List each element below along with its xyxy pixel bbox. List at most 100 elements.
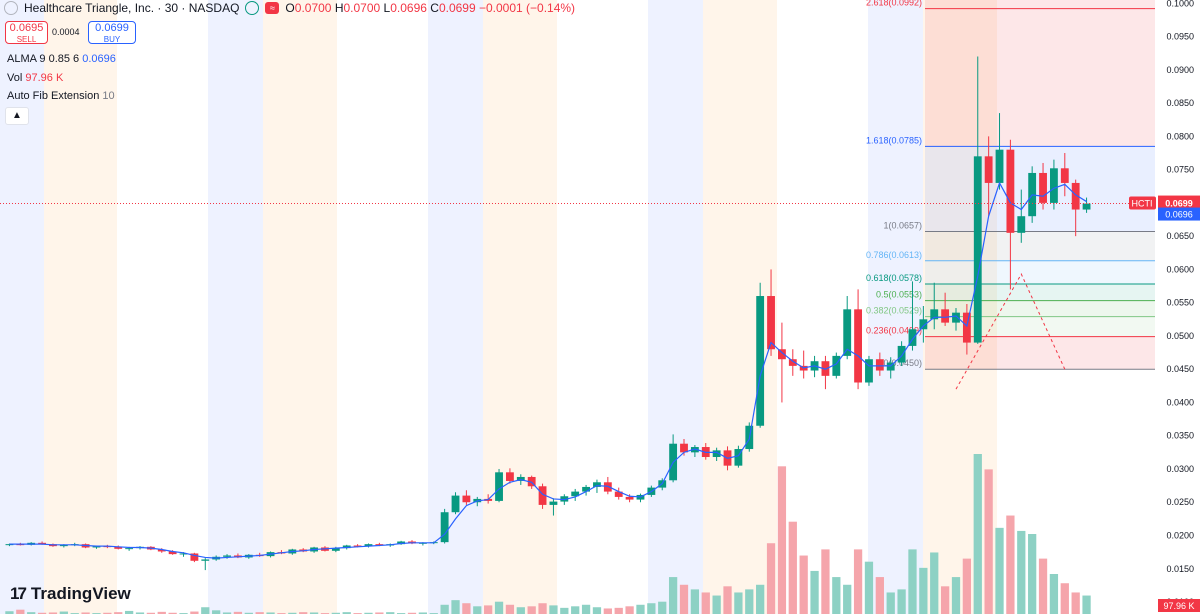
candle-body[interactable] <box>865 359 873 383</box>
candle-body[interactable] <box>125 548 134 550</box>
candle-body[interactable] <box>854 309 862 383</box>
candle-body[interactable] <box>734 449 743 466</box>
candle-body[interactable] <box>593 482 601 487</box>
candle-body[interactable] <box>778 349 786 360</box>
candle-body[interactable] <box>549 501 558 505</box>
candle-body[interactable] <box>1060 168 1069 183</box>
candle-body[interactable] <box>930 309 939 320</box>
candle-body[interactable] <box>984 156 993 183</box>
candle-body[interactable] <box>364 544 373 547</box>
candle-body[interactable] <box>571 491 580 497</box>
candle-body[interactable] <box>680 443 688 453</box>
buy-button[interactable]: 0.0699 BUY <box>88 21 136 44</box>
candle-body[interactable] <box>625 496 634 500</box>
candle-body[interactable] <box>897 345 906 363</box>
candle-body[interactable] <box>92 546 101 548</box>
candle-body[interactable] <box>886 362 895 371</box>
candle-body[interactable] <box>223 555 231 557</box>
candle-body[interactable] <box>919 319 928 330</box>
candle-body[interactable] <box>527 476 536 487</box>
candle-body[interactable] <box>179 553 188 555</box>
sell-button[interactable]: 0.0695 SELL <box>5 21 48 44</box>
candle-body[interactable] <box>690 447 699 453</box>
high-label: H <box>334 1 344 15</box>
candle-body[interactable] <box>375 544 384 546</box>
candle-body[interactable] <box>560 496 569 502</box>
volume-bar <box>603 608 612 614</box>
candle-body[interactable] <box>712 450 721 458</box>
candle-body[interactable] <box>157 549 166 552</box>
candle-body[interactable] <box>59 544 68 547</box>
candle-body[interactable] <box>941 309 950 323</box>
volume-bar <box>190 611 199 614</box>
candle-body[interactable] <box>462 495 471 503</box>
candle-body[interactable] <box>1006 149 1015 233</box>
volume-bar <box>658 601 667 614</box>
symbol-logo-icon <box>4 1 18 15</box>
volume-bar <box>984 469 993 614</box>
indicator-volume[interactable]: Vol 97.96 K <box>7 72 63 84</box>
candle-body[interactable] <box>353 545 362 547</box>
candle-body[interactable] <box>516 476 525 481</box>
candle-body[interactable] <box>538 486 547 505</box>
candle-body[interactable] <box>342 545 351 549</box>
candle-body[interactable] <box>1039 172 1047 203</box>
volume-bar <box>843 584 852 614</box>
candle-body[interactable] <box>495 472 503 501</box>
candle-body[interactable] <box>440 512 449 543</box>
volume-bar <box>549 605 558 614</box>
candle-body[interactable] <box>1071 182 1080 210</box>
candle-body[interactable] <box>908 329 917 346</box>
candle-body[interactable] <box>995 149 1004 183</box>
open-value: 0.0700 <box>294 1 332 15</box>
volume-bar <box>1082 595 1091 614</box>
volume-bar <box>201 607 210 614</box>
indicator-auto-fib[interactable]: Auto Fib Extension 10 <box>7 90 115 102</box>
volume-bar <box>766 543 776 614</box>
volume-bar <box>712 595 721 614</box>
candle-body[interactable] <box>952 312 960 323</box>
candle-body[interactable] <box>201 559 210 561</box>
chevron-up-icon[interactable]: ▲ <box>5 107 29 125</box>
flag-icon[interactable]: ≈ <box>265 2 280 14</box>
volume-bar <box>1017 530 1026 614</box>
symbol-badge[interactable]: HCTI <box>1132 199 1153 209</box>
volume-bar <box>157 611 166 614</box>
candle-body[interactable] <box>614 491 623 497</box>
candle-body[interactable] <box>38 542 46 545</box>
volume-bar <box>788 521 797 614</box>
candle-body[interactable] <box>843 309 852 356</box>
volume-bar <box>592 607 602 614</box>
candle-body[interactable] <box>168 551 177 555</box>
volume-bar <box>233 611 243 614</box>
symbol-title[interactable]: Healthcare Triangle, Inc. · 30 · NASDAQ <box>24 1 240 15</box>
indicator-alma[interactable]: ALMA 9 0.85 6 0.0696 <box>7 53 116 65</box>
candle-body[interactable] <box>331 548 340 551</box>
candle-body[interactable] <box>756 296 765 426</box>
candle-body[interactable] <box>973 156 982 343</box>
candle-body[interactable] <box>1017 216 1026 233</box>
candle-body[interactable] <box>832 355 841 376</box>
candle-body[interactable] <box>397 541 406 545</box>
volume-bar <box>810 570 819 614</box>
candle-body[interactable] <box>114 546 123 549</box>
candle-body[interactable] <box>1050 168 1058 203</box>
fib-level-label: 0.786(0.0613) <box>866 250 922 260</box>
candle-body[interactable] <box>767 296 775 350</box>
volume-bar <box>299 612 308 614</box>
candle-body[interactable] <box>582 486 590 492</box>
fib-zone <box>925 8 1155 147</box>
price-axis-tick: 0.0750 <box>1166 165 1194 175</box>
candle-body[interactable] <box>1082 203 1091 210</box>
legend-panel: Healthcare Triangle, Inc. · 30 · NASDAQ … <box>0 0 575 130</box>
candle-body[interactable] <box>788 359 797 366</box>
candle-body[interactable] <box>451 495 460 513</box>
candle-body[interactable] <box>962 312 971 343</box>
volume-bar <box>473 606 482 614</box>
candle-body[interactable] <box>875 359 884 371</box>
candle-body[interactable] <box>506 472 514 481</box>
candle-body[interactable] <box>190 553 199 561</box>
tradingview-logo[interactable]: 17 TradingView <box>10 584 131 604</box>
volume-bar <box>745 589 754 614</box>
